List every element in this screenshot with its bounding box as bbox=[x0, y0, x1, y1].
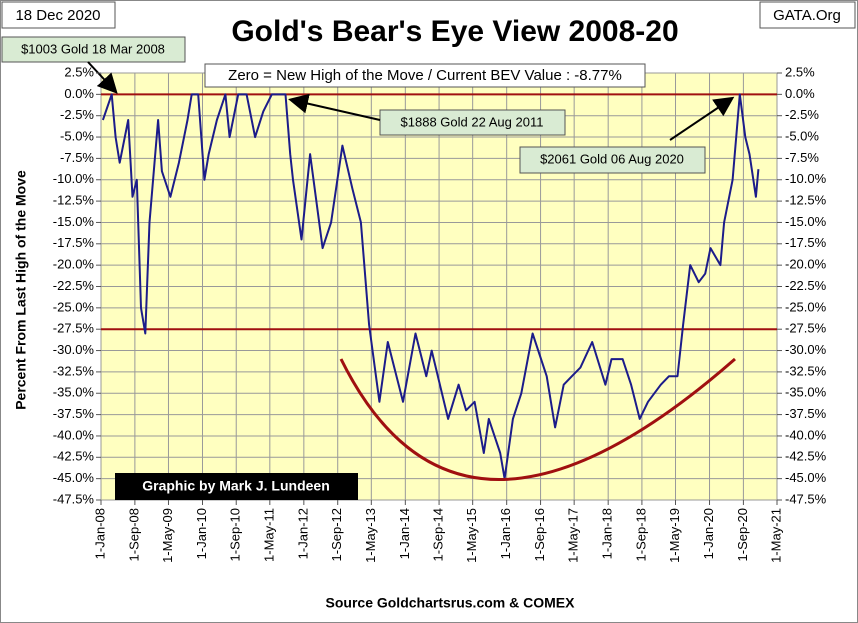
annotation: $1003 Gold 18 Mar 2008 bbox=[21, 41, 165, 56]
x-tick-label: 1-Sep-18 bbox=[633, 508, 648, 561]
x-tick-label: 1-May-15 bbox=[464, 508, 479, 563]
y-tick-label: -15.0% bbox=[53, 214, 95, 229]
y-tick-label: -30.0% bbox=[53, 342, 95, 357]
y2-tick-label: -25.0% bbox=[785, 299, 827, 314]
y2-tick-label: -2.5% bbox=[785, 107, 819, 122]
y2-tick-label: -5.0% bbox=[785, 128, 819, 143]
y-tick-label: -5.0% bbox=[60, 128, 94, 143]
y2-tick-label: 2.5% bbox=[785, 64, 815, 79]
y2-tick-label: -45.0% bbox=[785, 470, 827, 485]
annotation: $1888 Gold 22 Aug 2011 bbox=[401, 114, 544, 129]
x-tick-label: 1-May-13 bbox=[363, 508, 378, 563]
x-tick-label: 1-Jan-12 bbox=[295, 508, 310, 559]
y-tick-label: -12.5% bbox=[53, 193, 95, 208]
x-tick-label: 1-Sep-10 bbox=[228, 508, 243, 561]
y-tick-label: -25.0% bbox=[53, 299, 95, 314]
trend-curve bbox=[339, 357, 736, 481]
credit: Graphic by Mark J. Lundeen bbox=[142, 478, 330, 494]
y-tick-label: -35.0% bbox=[53, 385, 95, 400]
annotation-box bbox=[379, 109, 566, 136]
y2-tick-label: -35.0% bbox=[785, 385, 827, 400]
y2-tick-label: -27.5% bbox=[785, 321, 827, 336]
chart-title: Gold's Bear's Eye View 2008-20 bbox=[231, 15, 678, 48]
x-tick-label: 1-Jan-18 bbox=[600, 508, 615, 559]
x-tick-label: 1-Jan-20 bbox=[701, 508, 716, 559]
x-tick-label: 1-Jan-16 bbox=[498, 508, 513, 559]
subtitle-box bbox=[204, 63, 646, 88]
y-tick-label: -20.0% bbox=[53, 257, 95, 272]
brand-box bbox=[759, 1, 856, 29]
date-label: 18 Dec 2020 bbox=[15, 7, 100, 24]
y-tick-label: 2.5% bbox=[64, 64, 94, 79]
y2-tick-label: -30.0% bbox=[785, 342, 827, 357]
y-tick-label: -47.5% bbox=[53, 491, 95, 506]
y2-tick-label: -7.5% bbox=[785, 150, 819, 165]
x-tick-label: 1-Jan-08 bbox=[92, 508, 107, 559]
y2-tick-label: -17.5% bbox=[785, 235, 827, 250]
x-tick-label: 1-Sep-08 bbox=[126, 508, 141, 561]
x-tick-label: 1-May-09 bbox=[160, 508, 175, 563]
x-tick-label: 1-Sep-20 bbox=[735, 508, 750, 561]
y2-tick-label: -37.5% bbox=[785, 406, 827, 421]
x-tick-label: 1-Sep-12 bbox=[329, 508, 344, 561]
x-tick-label: 1-Jan-10 bbox=[194, 508, 209, 559]
x-tick-label: 1-May-11 bbox=[261, 508, 276, 562]
x-tick-label: 1-May-19 bbox=[667, 508, 682, 563]
date-box bbox=[1, 1, 116, 29]
y-tick-label: 0.0% bbox=[64, 86, 94, 101]
y2-tick-label: -12.5% bbox=[785, 193, 827, 208]
y2-tick-label: -32.5% bbox=[785, 363, 827, 378]
y-tick-label: -37.5% bbox=[53, 406, 95, 421]
y2-tick-label: -20.0% bbox=[785, 257, 827, 272]
x-tick-label: 1-Sep-14 bbox=[431, 508, 446, 561]
annotation-box bbox=[519, 146, 706, 174]
y-tick-label: -7.5% bbox=[60, 150, 94, 165]
y2-tick-label: -42.5% bbox=[785, 449, 827, 464]
y-tick-label: -22.5% bbox=[53, 278, 95, 293]
annotation: $2061 Gold 06 Aug 2020 bbox=[540, 151, 684, 166]
y-axis-label: Percent From Last High of the Move bbox=[13, 170, 29, 410]
subtitle: Zero = New High of the Move / Current BE… bbox=[228, 67, 622, 84]
x-tick-label: 1-May-21 bbox=[768, 508, 783, 563]
y2-tick-label: -10.0% bbox=[785, 171, 827, 186]
annotation-box bbox=[1, 36, 186, 63]
x-tick-label: 1-May-17 bbox=[566, 508, 581, 563]
y-tick-label: -2.5% bbox=[60, 107, 94, 122]
y-tick-label: -40.0% bbox=[53, 427, 95, 442]
y-tick-label: -32.5% bbox=[53, 363, 95, 378]
arrow bbox=[669, 96, 735, 141]
y2-tick-label: 0.0% bbox=[785, 86, 815, 101]
y-tick-label: -10.0% bbox=[53, 171, 95, 186]
x-tick-label: 1-Sep-16 bbox=[532, 508, 547, 561]
arrow bbox=[87, 61, 118, 94]
y2-tick-label: -47.5% bbox=[785, 491, 827, 506]
y-tick-label: -27.5% bbox=[53, 321, 95, 336]
y-tick-label: -42.5% bbox=[53, 449, 95, 464]
y2-tick-label: -40.0% bbox=[785, 427, 827, 442]
y2-tick-label: -22.5% bbox=[785, 278, 827, 293]
arrow bbox=[288, 93, 381, 121]
x-tick-label: 1-Jan-14 bbox=[397, 508, 412, 559]
y-tick-label: -17.5% bbox=[53, 235, 95, 250]
data-line bbox=[101, 93, 760, 480]
y-tick-label: -45.0% bbox=[53, 470, 95, 485]
y2-tick-label: -15.0% bbox=[785, 214, 827, 229]
credit-box bbox=[115, 473, 358, 500]
source: Source Goldchartsrus.com & COMEX bbox=[326, 595, 576, 611]
brand: GATA.Org bbox=[773, 7, 841, 24]
